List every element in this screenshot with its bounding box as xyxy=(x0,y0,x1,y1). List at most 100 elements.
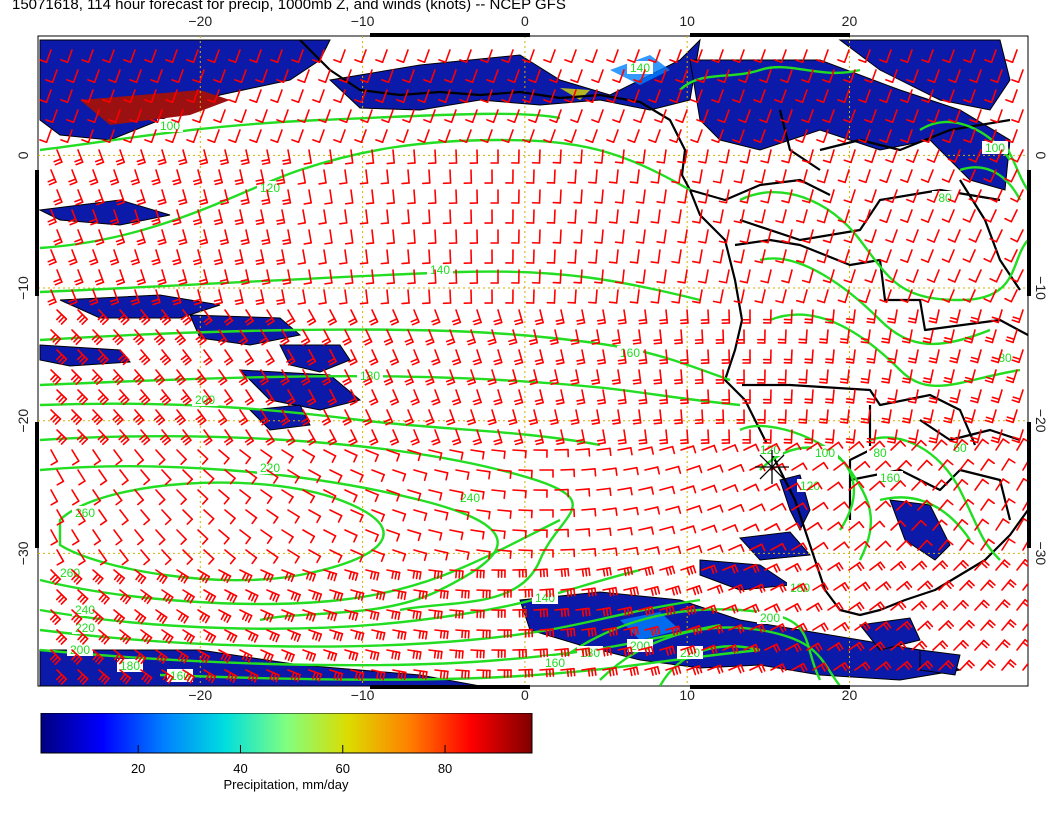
wind-barb xyxy=(155,569,168,584)
wind-barb xyxy=(407,269,416,285)
wind-barb xyxy=(497,509,512,519)
wind-barb xyxy=(407,529,422,542)
wind-barb xyxy=(53,269,63,286)
wind-barb xyxy=(76,349,88,365)
wind-barb xyxy=(575,488,591,497)
wind-barb xyxy=(182,589,195,604)
wind-barb xyxy=(192,209,203,226)
wind-barb xyxy=(1010,269,1024,283)
wind-barb xyxy=(350,669,365,681)
wind-barb xyxy=(118,389,130,406)
wind-barb xyxy=(508,329,518,346)
wind-barb xyxy=(824,429,835,444)
wind-barb xyxy=(617,349,627,365)
wind-barb xyxy=(732,49,745,64)
wind-barb xyxy=(245,629,259,643)
wind-barb xyxy=(801,269,814,284)
wind-barb xyxy=(469,189,479,204)
wind-barb xyxy=(161,589,174,604)
wind-barb xyxy=(1022,459,1028,471)
wind-barb xyxy=(581,627,597,637)
wind-barb xyxy=(514,429,524,446)
wind-barb xyxy=(920,249,934,263)
wind-barb xyxy=(371,629,386,641)
wind-barb xyxy=(694,329,704,345)
wind-barb xyxy=(964,409,976,424)
wind-barb xyxy=(596,309,607,325)
wind-barb xyxy=(760,269,772,284)
contour-label-bg xyxy=(192,393,218,406)
wind-barb xyxy=(270,129,283,144)
wind-barb xyxy=(854,661,871,671)
wind-barb xyxy=(764,443,781,451)
wind-barb xyxy=(77,629,89,645)
wind-barb xyxy=(753,129,766,144)
wind-barb xyxy=(203,549,215,565)
wind-barb xyxy=(674,409,683,425)
wind-barb xyxy=(159,429,172,446)
wind-barb xyxy=(722,484,739,493)
wind-barb xyxy=(444,69,457,84)
wind-barb xyxy=(203,309,213,326)
contour-label: 240 xyxy=(75,603,95,617)
wind-barb xyxy=(505,249,514,264)
wind-barb xyxy=(159,389,172,406)
wind-barb xyxy=(102,89,115,104)
wind-barb xyxy=(281,649,295,663)
wind-barb xyxy=(234,109,247,124)
wind-barb xyxy=(245,669,259,683)
wind-barb xyxy=(575,448,591,457)
wind-barb xyxy=(381,109,394,124)
wind-barb xyxy=(449,569,464,579)
wind-barb xyxy=(81,49,94,64)
wind-barb xyxy=(244,309,254,326)
wind-barb xyxy=(629,169,640,184)
wind-barb xyxy=(234,249,244,266)
wind-barb xyxy=(428,649,443,660)
wind-barb xyxy=(721,309,731,324)
contour-label: 120 xyxy=(800,479,820,493)
wind-barb xyxy=(742,349,751,364)
wind-barb xyxy=(76,309,88,325)
wind-barb xyxy=(573,149,583,164)
wind-barb xyxy=(49,569,62,585)
wind-barb xyxy=(287,589,301,603)
wind-barb xyxy=(306,429,317,446)
wind-barb xyxy=(534,349,544,366)
wind-barb xyxy=(510,149,520,164)
wind-barb xyxy=(833,501,850,511)
wind-barb xyxy=(733,209,745,224)
wind-barb xyxy=(224,669,238,684)
wind-barb xyxy=(869,601,886,611)
wind-barb xyxy=(573,269,583,284)
wind-barb xyxy=(427,149,437,165)
wind-barb xyxy=(804,429,814,444)
contour-label-bg xyxy=(757,443,783,456)
wind-barb xyxy=(875,581,892,591)
wind-barb xyxy=(182,629,195,644)
wind-barb xyxy=(359,209,369,225)
wind-barb xyxy=(333,129,346,144)
wind-barb xyxy=(71,449,80,466)
wind-barb xyxy=(49,649,62,665)
wind-barb xyxy=(389,429,400,446)
wind-barb xyxy=(949,429,961,444)
wind-barb xyxy=(756,369,766,384)
wind-barb xyxy=(796,209,808,224)
wind-barb xyxy=(512,648,527,658)
wind-barb xyxy=(983,169,997,183)
wind-barb xyxy=(690,49,703,64)
wind-barb xyxy=(911,519,927,531)
wind-barb xyxy=(56,549,65,566)
wind-barb xyxy=(696,69,709,84)
wind-barb xyxy=(321,369,331,386)
wind-barb xyxy=(466,369,476,386)
wind-barb xyxy=(801,189,814,204)
wind-barb xyxy=(984,329,997,344)
wind-barb xyxy=(261,189,271,205)
wind-barb xyxy=(866,309,877,324)
wind-barb xyxy=(87,109,100,124)
wind-barb xyxy=(962,249,976,263)
wind-barb xyxy=(329,469,343,483)
wind-barb xyxy=(407,189,416,205)
